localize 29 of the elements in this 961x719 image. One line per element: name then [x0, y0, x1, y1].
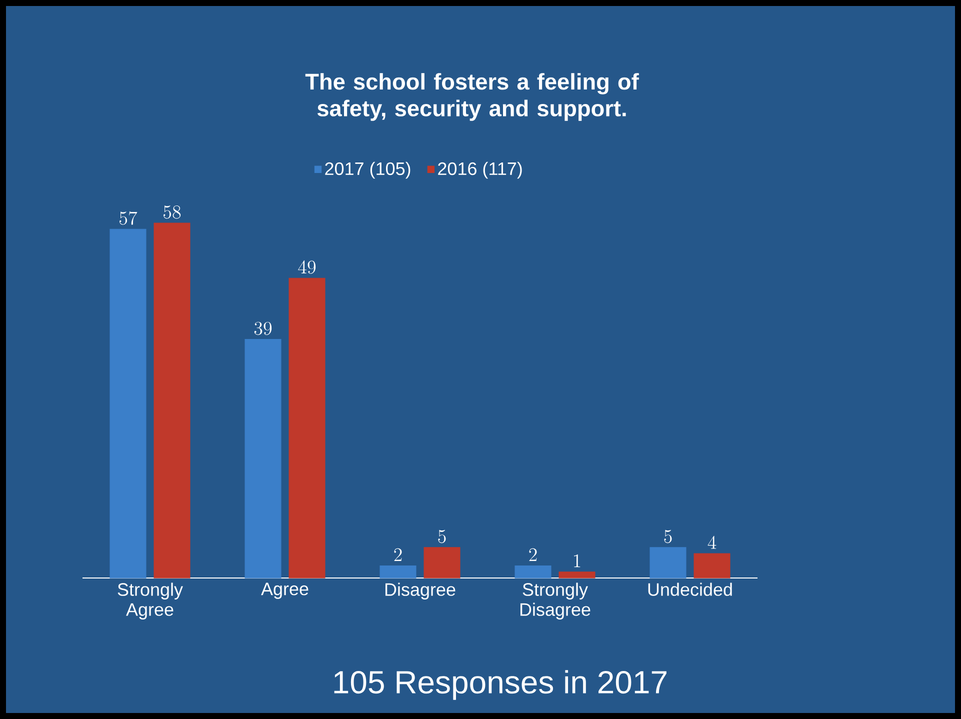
data-label: 58: [164, 206, 181, 219]
bar: [558, 572, 596, 578]
bar: [288, 278, 326, 578]
legend-label: 2017 (105): [325, 162, 410, 179]
bar: [424, 547, 460, 578]
text: 105 Responses in 2017: [334, 670, 666, 700]
bar: [514, 565, 552, 578]
bar: [244, 339, 282, 578]
bar: [110, 228, 146, 578]
x-tick-label: Disagree: [385, 582, 456, 600]
data-label: 4: [708, 536, 716, 549]
x-tick-label: Strongly Agree: [118, 582, 183, 620]
x-tick-label: Undecided: [648, 582, 732, 596]
bar: [380, 565, 416, 578]
chart-title: The school fosters a feeling of safety, security and support.: [305, 73, 639, 121]
data-label: 5: [438, 530, 446, 544]
legend-label: 2016 (117): [438, 162, 522, 179]
bar: [154, 222, 190, 578]
bar: [694, 553, 730, 578]
data-label: 57: [120, 211, 138, 225]
x-tick-label: Strongly Disagree: [520, 582, 590, 620]
data-label: 1: [574, 554, 580, 568]
data-label: 5: [664, 530, 672, 544]
data-label: 2: [529, 548, 537, 562]
data-label: 49: [298, 260, 316, 274]
x-tick-label: Agree: [261, 582, 308, 599]
data-label: 2: [394, 548, 402, 562]
bar: [650, 547, 686, 578]
data-label: 39: [254, 322, 272, 335]
